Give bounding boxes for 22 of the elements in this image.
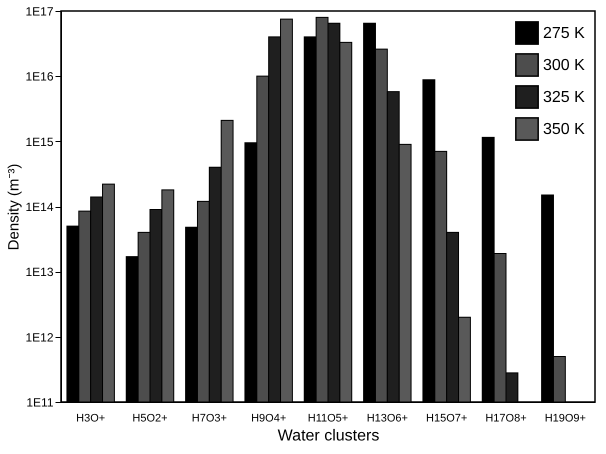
y-tick-label: 1E17 [25,4,54,18]
x-tick-label: H5O2+ [132,412,168,424]
y-tick-label: 1E12 [25,330,54,344]
x-tick-label: H3O+ [76,412,106,424]
x-tick-label: H19O9+ [544,412,586,424]
x-tick-label: H9O4+ [251,412,286,424]
legend-label: 350 K [543,121,586,138]
y-axis-title: Density (m⁻³) [5,164,22,250]
y-tick-label: 1E14 [25,200,54,214]
legend-label: 325 K [543,89,586,106]
x-tick-label: H7O3+ [192,412,227,424]
y-tick-label: 1E15 [25,134,54,149]
x-axis-title: Water clusters [278,428,380,444]
x-tick-label: H13O6+ [366,412,408,424]
x-tick-label: H11O5+ [308,412,348,424]
y-tick-label: 1E16 [25,70,54,84]
y-tick-label: 1E11 [26,396,54,410]
legend-label: 275 K [543,25,586,42]
y-tick-label: 1E13 [25,265,54,280]
x-tick-label: H17O8+ [485,412,527,424]
legend-label: 300 K [543,57,586,74]
x-tick-label: H15O7+ [426,412,468,424]
